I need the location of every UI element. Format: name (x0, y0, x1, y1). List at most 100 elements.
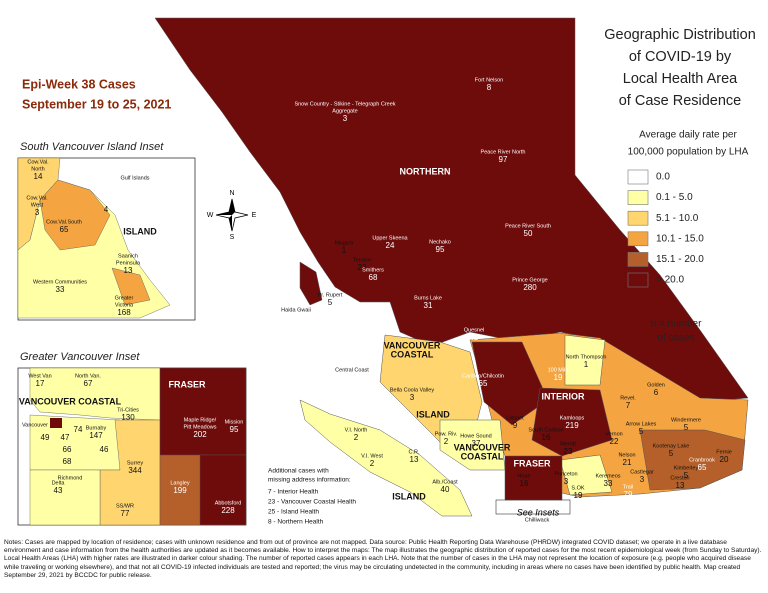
legend-swatch (627, 169, 649, 185)
region-name: Tri-Cities (117, 407, 139, 413)
health-authority: ISLAND (392, 491, 426, 501)
region-name: Aggregate (332, 108, 357, 114)
epi-dates: September 19 to 25, 2021 (22, 97, 171, 111)
notes: Notes: Cases are mapped by location of r… (4, 539, 762, 579)
case-count: 5 (669, 449, 674, 458)
case-count: 2 (370, 459, 375, 468)
region-name: Haida Gwaii (281, 307, 311, 313)
region-name: Golden (647, 382, 665, 388)
case-count: 168 (117, 308, 131, 317)
region-name: Burnaby (86, 425, 107, 431)
region-name: Kimberley (674, 465, 699, 471)
case-count: 40 (441, 485, 450, 494)
additional-cases: 8 - Northern Health (268, 519, 324, 526)
compass-n: N (229, 190, 234, 197)
region-name: Revel. (620, 395, 636, 401)
case-count: 3 (640, 475, 645, 484)
region-name: Howe Sound (460, 433, 492, 439)
region-name: Peace River North (481, 149, 526, 155)
legend-heading: 100,000 population by LHA (628, 147, 749, 158)
health-authority: COASTAL (391, 349, 434, 359)
region-name: V.I. North (345, 427, 368, 433)
epi-week: Epi-Week 38 Cases (22, 77, 136, 91)
health-authority: VANCOUVER (384, 340, 441, 350)
case-count: 20 (720, 455, 729, 464)
case-count: 95 (436, 245, 445, 254)
case-count: 5 (328, 298, 333, 307)
case-count: 202 (193, 430, 207, 439)
case-count: 5 (684, 423, 689, 432)
region-name: North Thompson (566, 354, 607, 360)
case-count: 77 (121, 509, 130, 518)
legend-label: 0.0 (656, 172, 670, 183)
region-name: Nechako (429, 239, 451, 245)
region-name: Smithers (362, 267, 384, 273)
health-authority: COASTAL (461, 451, 504, 461)
case-count: 31 (424, 301, 433, 310)
legend-swatch (627, 272, 649, 288)
case-count: 67 (84, 379, 93, 388)
case-count: 219 (565, 421, 579, 430)
legend-swatch (627, 210, 649, 226)
region-name: Terrace (353, 257, 371, 263)
case-count: 3 (564, 477, 569, 486)
okanagan (559, 454, 613, 496)
region-name: South Cariboo (528, 427, 563, 433)
case-count: 65 (479, 379, 488, 388)
additional-cases: 7 - Interior Health (268, 489, 319, 496)
title-line: of Case Residence (619, 93, 742, 109)
region-name: C.R. (409, 449, 420, 455)
case-count: 22 (610, 437, 619, 446)
legend-label: 10.1 - 15.0 (656, 233, 704, 244)
case-count: 23 (358, 263, 367, 272)
region-name: Cow.Val. (27, 159, 49, 165)
region-name: Nelson (618, 452, 635, 458)
region-name: Prince George (512, 277, 547, 283)
northern-region (154, 17, 749, 403)
haida-gwaii (299, 261, 323, 306)
region-name: Pr. Rupert (318, 292, 343, 298)
region-name: North (31, 166, 44, 172)
region-name: Arrow Lakes (626, 421, 657, 427)
case-count: 17 (366, 313, 375, 322)
legend-swatch (627, 231, 649, 247)
case-count: 5 (684, 471, 689, 480)
case-count: 19 (574, 491, 583, 500)
region-name: Richmond (58, 475, 83, 481)
region-name: V.I. West (361, 453, 383, 459)
region-name: Western Communities (33, 279, 87, 285)
region-name: Vancouver (22, 422, 48, 428)
additional-cases: 23 - Vancouver Coastal Health (268, 499, 356, 506)
inset-title: Greater Vancouver Inset (20, 351, 140, 363)
case-count: 66 (63, 445, 72, 454)
region-name: 100 Mile (548, 367, 569, 373)
title-line: of COVID-19 by (629, 49, 732, 65)
case-count: 68 (369, 273, 378, 282)
region-name: Lillooet (506, 415, 524, 421)
health-authority: VANCOUVER (454, 442, 511, 452)
case-count: 147 (89, 431, 103, 440)
region-name: Alb./Coast (432, 479, 458, 485)
region-name: Bella Coola Valley (390, 387, 434, 393)
region-name: Greater (115, 295, 134, 301)
case-count: 68 (63, 457, 72, 466)
south-island-inset (17, 157, 196, 321)
case-count: 199 (173, 486, 187, 495)
region-name: Hope (517, 473, 530, 479)
case-count: 3 (410, 393, 415, 402)
region-name: Nisga'a (335, 240, 354, 246)
case-count: 2 (354, 433, 359, 442)
region-name: West Van (28, 373, 51, 379)
south-interior (639, 429, 746, 491)
case-count: 65 (698, 463, 707, 472)
n-note: n = number (651, 319, 703, 330)
case-count: 79 (624, 490, 633, 499)
region-name: S.OK (571, 485, 584, 491)
region-name: Victoria (115, 302, 134, 308)
case-count: 7 (626, 401, 631, 410)
case-count: 3 (343, 114, 348, 123)
region-name: West (31, 202, 44, 208)
legend-heading: Average daily rate per (639, 130, 737, 141)
compass-s: S (230, 234, 235, 241)
region-name: Central Coast (335, 367, 369, 373)
